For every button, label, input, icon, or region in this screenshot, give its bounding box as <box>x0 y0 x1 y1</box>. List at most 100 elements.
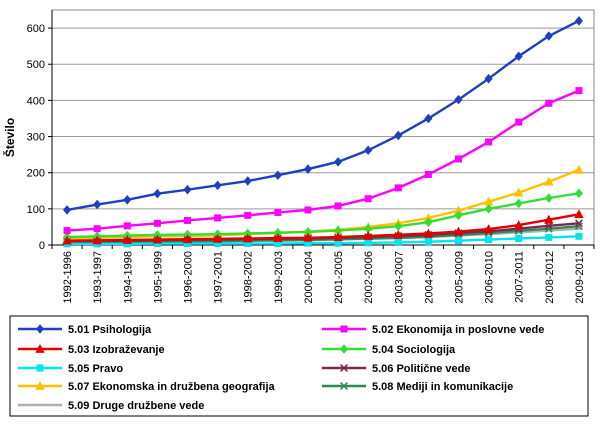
data-point <box>333 157 343 167</box>
y-tick-label: 300 <box>27 132 45 144</box>
series-layer <box>62 16 584 248</box>
data-point <box>423 228 434 238</box>
data-point <box>424 113 433 124</box>
data-point <box>152 234 163 244</box>
series-5-04 <box>62 188 584 242</box>
data-point <box>575 87 583 95</box>
legend-entry: 5.03 Izobraževanje <box>18 344 165 356</box>
legend-label: 5.07 Ekonomska in družbena geografija <box>68 381 275 393</box>
data-point <box>340 382 348 390</box>
x-tick-label: 1992-1996 <box>62 251 74 304</box>
data-point <box>93 199 102 210</box>
data-point <box>364 239 372 247</box>
data-point <box>514 51 523 62</box>
legend-label: 5.06 Politične vede <box>372 363 470 375</box>
y-axis-label: Število <box>2 118 17 157</box>
data-point <box>304 206 312 214</box>
series-5-05 <box>63 232 583 248</box>
data-point <box>153 219 161 227</box>
legend-entry: 5.09 Druge družbene vede <box>18 400 204 412</box>
data-point <box>574 209 584 219</box>
x-tick-label: 2000-2004 <box>303 251 315 304</box>
series-line <box>67 225 580 245</box>
data-point <box>183 184 192 195</box>
x-tick-label: 2004-2008 <box>423 251 435 304</box>
x-tick-label: 2005-2009 <box>454 251 466 304</box>
data-point <box>394 130 403 141</box>
series-line <box>67 235 579 246</box>
data-point <box>123 222 131 230</box>
data-point <box>92 235 102 245</box>
series-line <box>67 192 580 239</box>
data-point <box>575 232 583 240</box>
x-tick-label: 1999-2003 <box>273 251 285 304</box>
y-tick-label: 0 <box>39 240 45 252</box>
data-point <box>182 234 193 244</box>
x-tick-label: 2001-2005 <box>333 251 345 304</box>
data-point <box>394 238 402 246</box>
data-point <box>393 229 404 239</box>
data-point <box>35 324 45 334</box>
legend-label: 5.05 Pravo <box>68 363 123 375</box>
data-point <box>340 325 348 333</box>
legend-label: 5.02 Ekonomija in poslovne vede <box>372 324 544 336</box>
data-point <box>515 118 523 126</box>
y-tick-label: 100 <box>27 204 45 216</box>
legend-entry: 5.08 Mediji in komunikacije <box>322 381 513 393</box>
data-point <box>243 176 252 186</box>
series-5-02 <box>63 87 583 235</box>
data-point <box>273 233 283 243</box>
series-5-03 <box>62 209 584 245</box>
x-tick-label: 1997-2001 <box>213 251 225 304</box>
data-point <box>212 233 223 243</box>
data-point <box>455 155 462 163</box>
data-point <box>545 99 553 107</box>
data-point <box>364 195 372 203</box>
series-5-01 <box>62 16 584 215</box>
data-point <box>274 208 282 216</box>
data-point <box>36 364 44 372</box>
legend-label: 5.03 Izobraževanje <box>68 344 165 356</box>
data-point <box>153 188 162 199</box>
x-tick-label: 2009-2013 <box>574 251 586 304</box>
data-point <box>340 364 348 372</box>
series-line <box>66 19 580 212</box>
data-point <box>513 187 524 197</box>
data-point <box>364 145 373 156</box>
data-point <box>544 31 553 41</box>
data-point <box>333 232 343 241</box>
data-point <box>35 344 45 353</box>
data-point <box>545 233 553 241</box>
data-point <box>483 224 494 233</box>
series-line <box>66 89 580 232</box>
data-point <box>513 220 524 230</box>
y-tick-label: 600 <box>27 23 45 35</box>
x-tick-label: 1995-1999 <box>152 251 164 304</box>
data-point <box>214 214 222 222</box>
x-tick-label: 2008-2012 <box>544 251 556 304</box>
data-point <box>334 202 342 210</box>
data-point <box>453 226 464 236</box>
legend-box <box>9 315 589 417</box>
legend-label: 5.09 Druge družbene vede <box>68 400 204 412</box>
data-point <box>63 227 71 235</box>
data-point <box>574 16 584 26</box>
legend-entry: 5.01 Psihologija <box>18 324 152 336</box>
data-point <box>544 176 554 186</box>
legend-label: 5.08 Mediji in komunikacije <box>372 381 513 393</box>
x-tick-label: 1998-2002 <box>243 251 255 304</box>
legend-entry: 5.05 Pravo <box>18 363 123 375</box>
data-point <box>213 180 222 191</box>
data-point <box>515 234 523 242</box>
legend-entry: 5.04 Sociologija <box>322 344 456 356</box>
data-point <box>424 217 433 227</box>
data-point <box>484 204 493 214</box>
data-point <box>244 211 252 219</box>
x-tick-label: 2007-2011 <box>514 251 526 303</box>
data-point <box>303 232 313 242</box>
data-point <box>394 184 402 192</box>
data-point <box>544 193 553 203</box>
data-point <box>544 214 554 224</box>
data-point <box>339 344 349 354</box>
